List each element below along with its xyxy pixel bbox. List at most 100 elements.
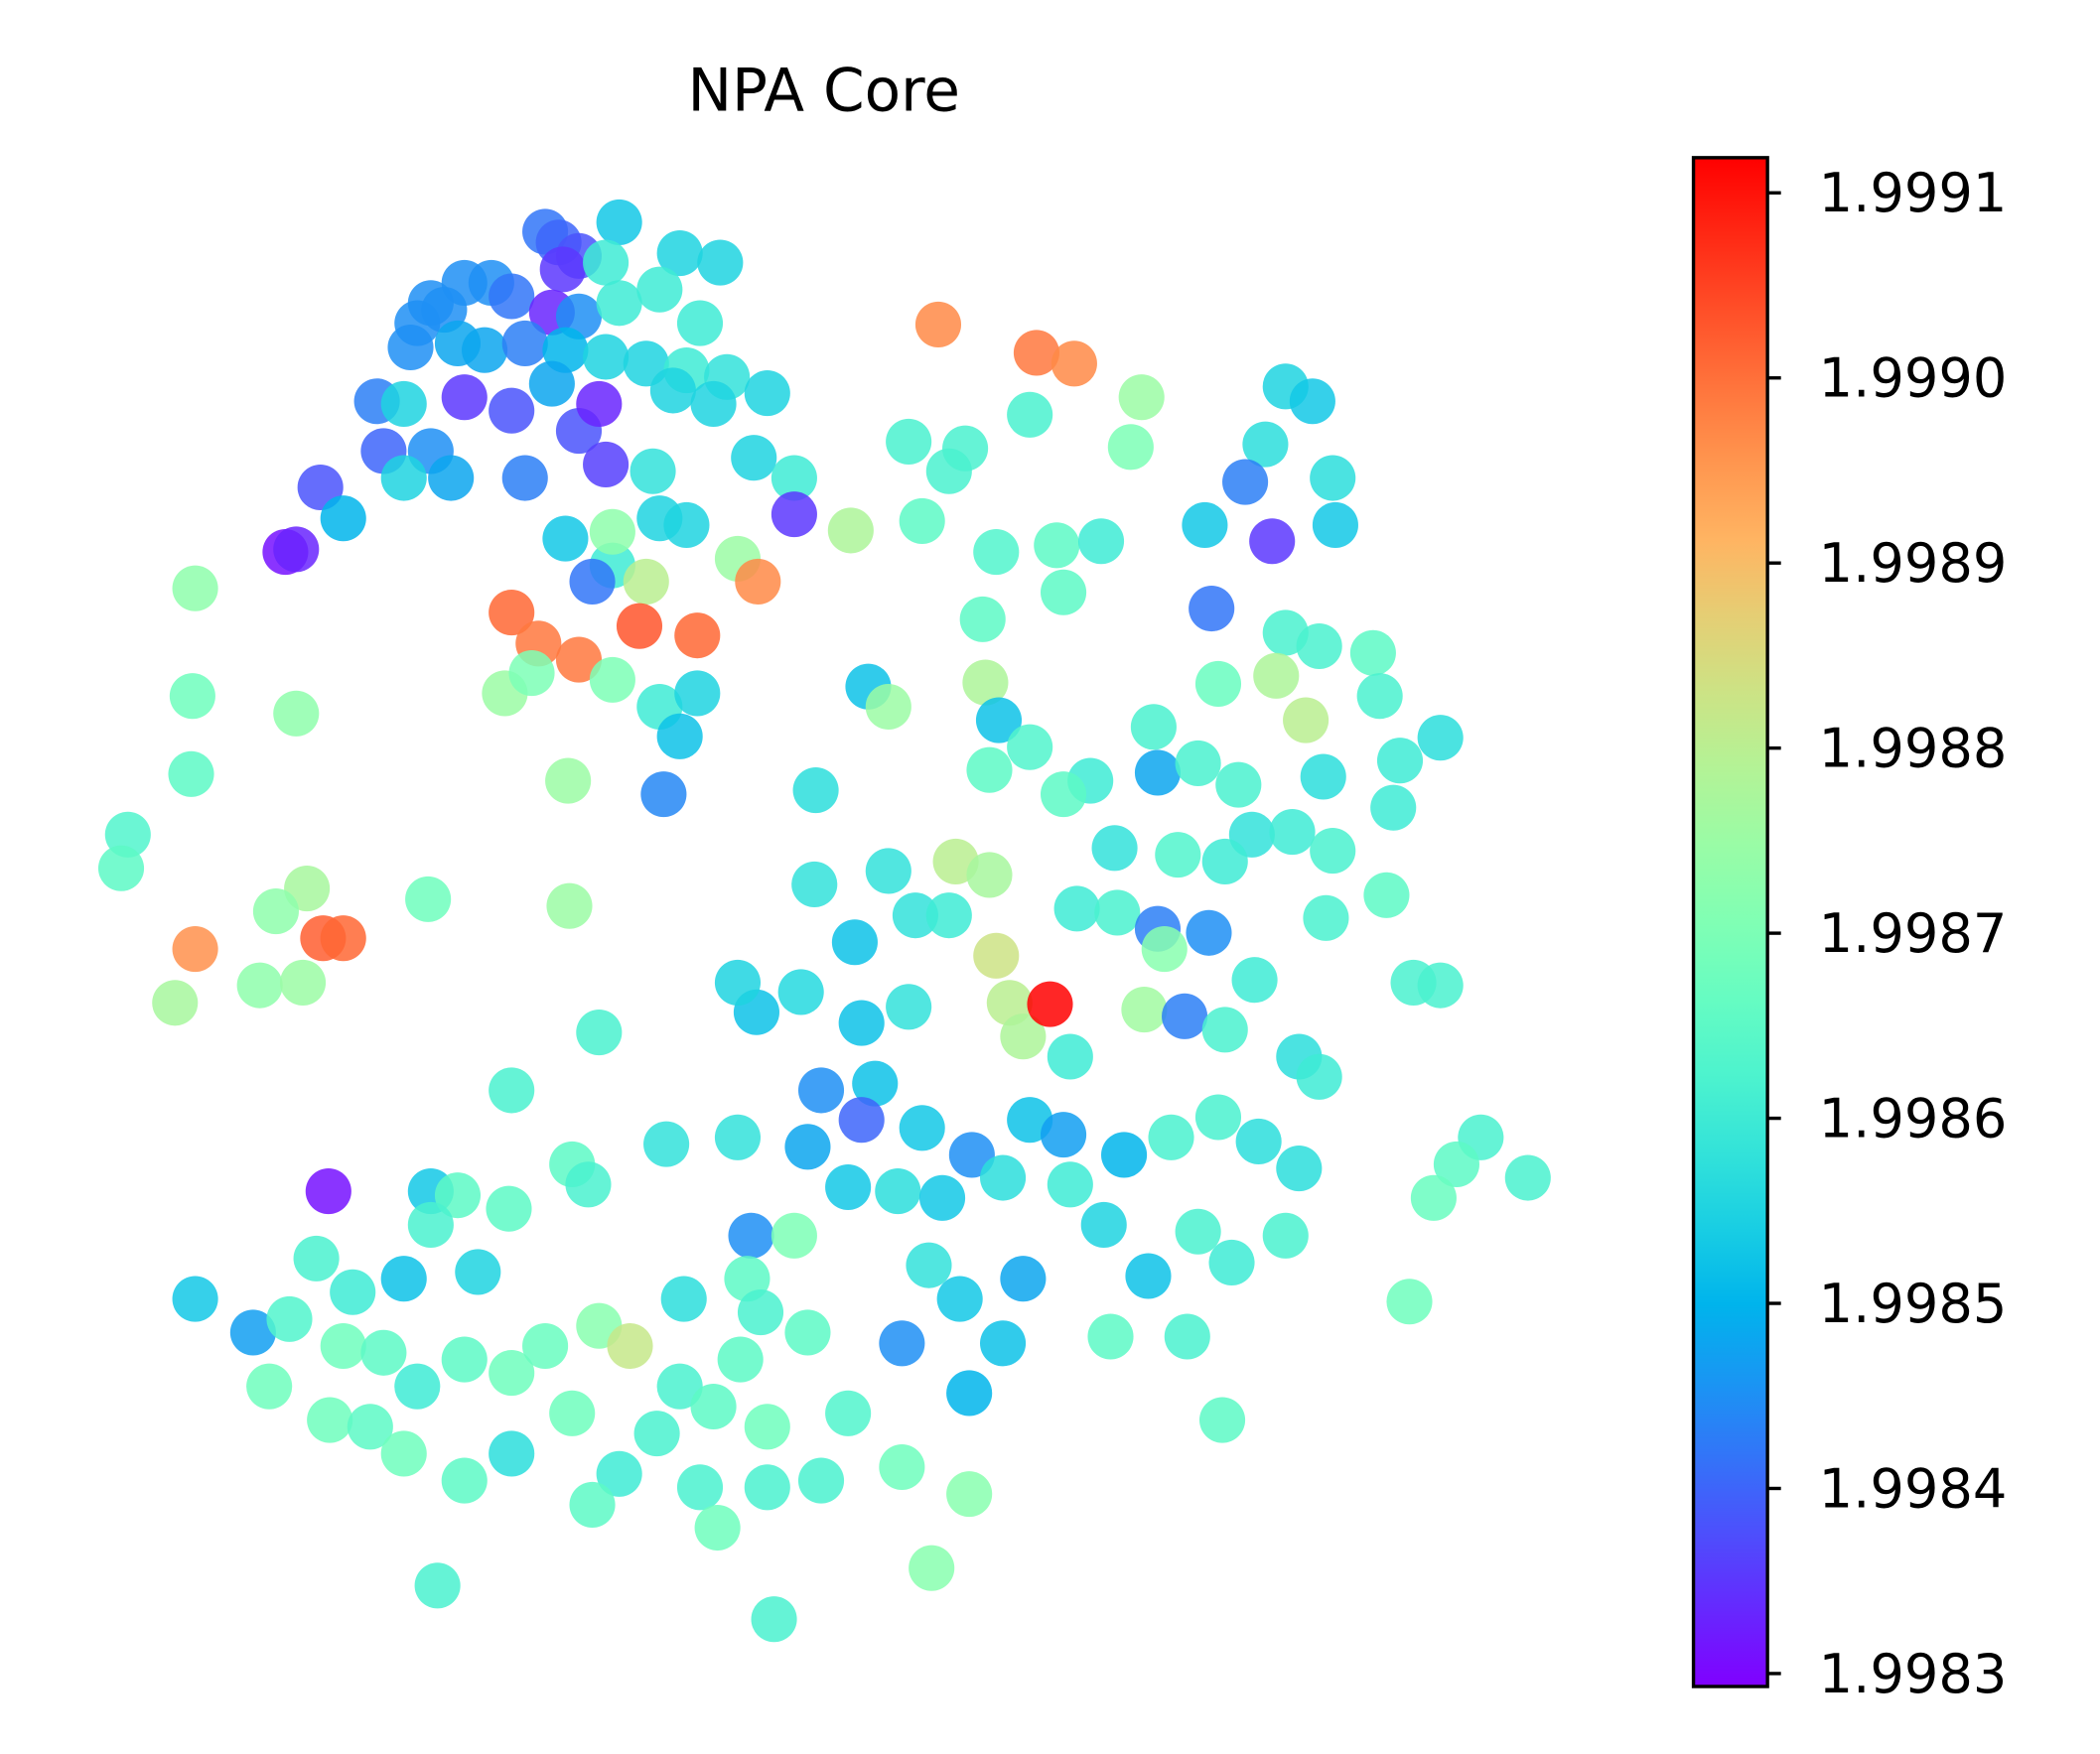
point <box>596 199 642 245</box>
point <box>360 1329 407 1376</box>
point <box>925 892 972 939</box>
colorbar-tick-label: 1.9984 <box>1819 1457 2008 1520</box>
point <box>660 1276 707 1322</box>
point <box>797 1457 845 1504</box>
point <box>542 515 589 562</box>
point <box>489 273 535 320</box>
point <box>546 882 593 929</box>
point <box>380 1256 427 1302</box>
point <box>656 1363 703 1410</box>
point <box>522 1322 569 1370</box>
point <box>744 1404 790 1450</box>
point <box>596 280 642 327</box>
point <box>462 327 508 373</box>
point <box>962 659 1009 706</box>
point <box>1186 909 1232 956</box>
point <box>728 1212 774 1259</box>
point <box>1000 1013 1047 1060</box>
point <box>246 1363 293 1410</box>
colorbar <box>1691 156 1769 1688</box>
point <box>539 246 586 293</box>
point <box>380 380 427 427</box>
point <box>946 1471 993 1518</box>
point <box>973 529 1020 576</box>
point <box>1231 957 1278 1004</box>
point <box>489 590 535 636</box>
point <box>549 1390 596 1436</box>
point <box>407 1201 454 1249</box>
point <box>1164 1313 1210 1360</box>
point <box>1087 1313 1134 1360</box>
point <box>770 455 817 501</box>
point <box>1182 501 1228 549</box>
point <box>1080 1201 1127 1249</box>
point <box>751 1596 797 1643</box>
point <box>320 915 366 962</box>
point <box>528 360 575 407</box>
point <box>1262 1212 1309 1259</box>
colorbar-tick-label: 1.9986 <box>1819 1088 2008 1150</box>
point <box>899 497 945 544</box>
point <box>649 367 696 414</box>
point <box>172 1276 218 1322</box>
point <box>576 380 623 427</box>
point <box>441 1457 488 1504</box>
point <box>674 612 721 659</box>
point <box>569 1481 616 1529</box>
point <box>414 1562 461 1609</box>
point <box>630 448 676 494</box>
point <box>583 239 630 286</box>
point <box>831 919 878 966</box>
point <box>674 670 721 717</box>
point <box>925 448 972 494</box>
point <box>273 526 320 573</box>
colorbar-tick-label: 1.9988 <box>1819 718 2008 780</box>
point <box>1134 749 1182 796</box>
point <box>1276 1145 1323 1192</box>
point <box>307 1397 353 1443</box>
point <box>405 876 452 922</box>
point <box>1194 1094 1242 1141</box>
point <box>1047 1161 1093 1208</box>
point <box>1053 885 1100 932</box>
point <box>1410 1174 1457 1221</box>
point <box>1433 1141 1479 1188</box>
point <box>320 1322 366 1370</box>
point <box>1296 1053 1342 1100</box>
point <box>501 455 548 501</box>
point <box>714 959 762 1006</box>
point <box>875 1168 921 1215</box>
point <box>428 455 475 501</box>
point <box>717 1336 764 1383</box>
point <box>777 969 824 1015</box>
point <box>918 1174 966 1221</box>
point <box>892 892 938 939</box>
point <box>825 1390 872 1436</box>
point <box>899 1105 945 1151</box>
point <box>252 888 299 935</box>
point <box>1121 986 1168 1033</box>
point <box>441 1336 488 1383</box>
point <box>569 558 616 605</box>
point <box>827 507 874 554</box>
point <box>169 673 215 720</box>
point <box>229 1309 276 1356</box>
point <box>387 324 434 371</box>
point <box>1222 459 1269 505</box>
point <box>784 1309 831 1356</box>
point <box>744 370 790 417</box>
point <box>1310 828 1356 875</box>
point <box>1041 771 1087 818</box>
point <box>1194 660 1242 707</box>
point <box>1007 391 1053 438</box>
point <box>1162 993 1208 1039</box>
point <box>865 848 911 894</box>
point <box>797 1067 845 1114</box>
point <box>489 1430 535 1477</box>
point <box>784 1124 831 1170</box>
point <box>980 1154 1027 1201</box>
colorbar-tick-label: 1.9990 <box>1819 347 2008 410</box>
point <box>1356 673 1403 720</box>
point <box>508 650 555 697</box>
